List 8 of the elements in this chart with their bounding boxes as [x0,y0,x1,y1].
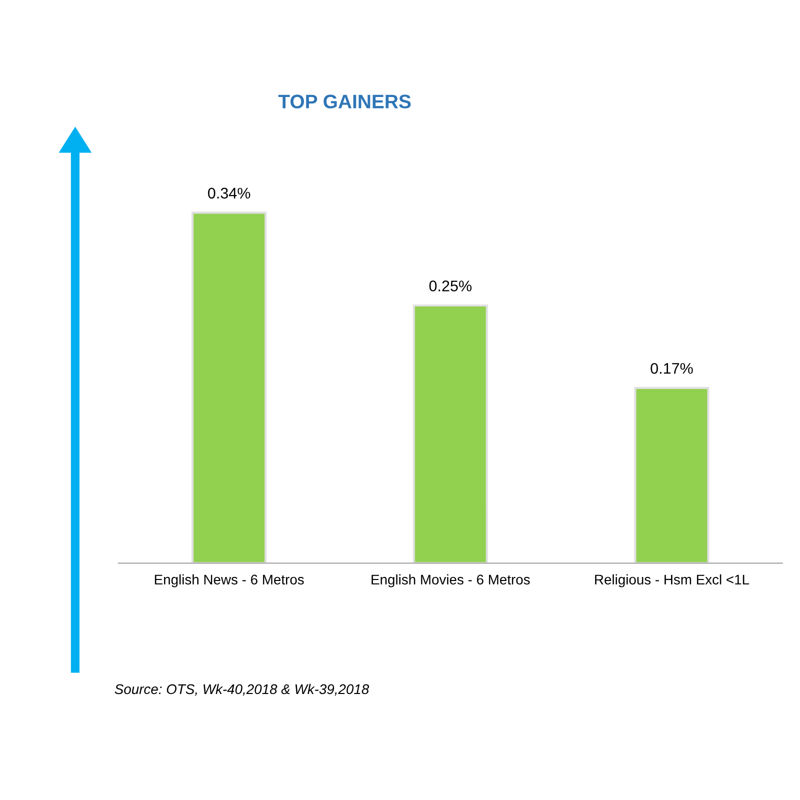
data-label: 0.17% [650,363,693,374]
x-tick-label: Religious - Hsm Excl <1L [595,574,750,588]
chart-title: TOP GAINERS [278,94,411,108]
x-tick-label: English News - 6 Metros [154,574,304,588]
data-label: 0.25% [429,280,472,292]
source-note: Source: OTS, Wk-40,2018 & Wk-39,2018 [114,684,370,696]
x-tick-label: English Movies - 6 Metros [372,574,530,588]
data-label: 0.34% [208,188,250,199]
